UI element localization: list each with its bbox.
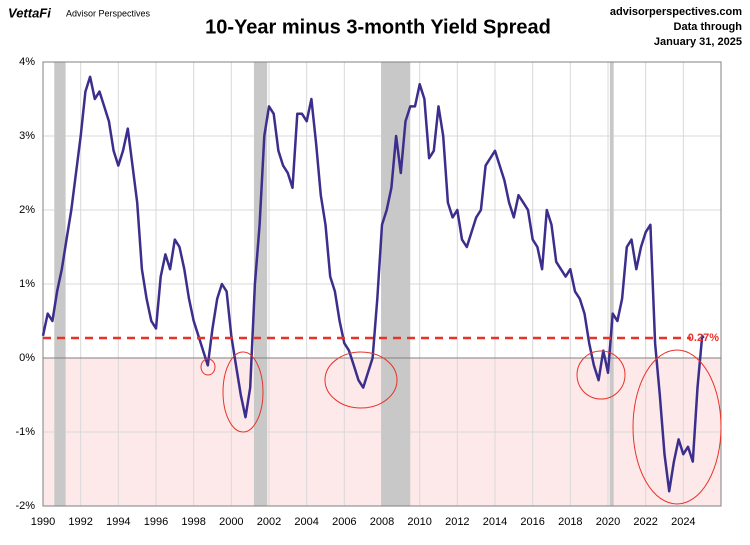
brand: VettaFi — [8, 5, 51, 20]
x-tick-label: 2018 — [558, 516, 582, 528]
x-tick-label: 1996 — [144, 516, 168, 528]
recession-band — [609, 62, 614, 506]
annotation-circle — [200, 358, 216, 376]
x-tick-label: 2014 — [483, 516, 507, 528]
x-tick-label: 2022 — [633, 516, 657, 528]
y-tick-label: 4% — [19, 56, 35, 68]
recession-band — [54, 62, 66, 506]
annotation-circle — [632, 349, 722, 505]
note: January 31, 2025 — [654, 36, 742, 48]
recession-band — [253, 62, 268, 506]
y-tick-label: 3% — [19, 130, 35, 142]
x-tick-label: 1994 — [106, 516, 130, 528]
x-tick-label: 2010 — [407, 516, 431, 528]
x-tick-label: 1992 — [68, 516, 92, 528]
series-line — [41, 75, 705, 493]
y-tick-label: 0% — [19, 352, 35, 364]
chart-title: 10-Year minus 3-month Yield Spread — [205, 16, 551, 38]
x-tick-label: 2024 — [671, 516, 695, 528]
y-tick-label: -1% — [15, 426, 35, 438]
annotation-circle — [222, 351, 264, 433]
x-tick-label: 2004 — [294, 516, 318, 528]
x-tick-label: 2000 — [219, 516, 243, 528]
reference-label: 0.27% — [688, 332, 719, 344]
x-tick-label: 2012 — [445, 516, 469, 528]
x-tick-label: 2020 — [596, 516, 620, 528]
plot-frame — [42, 61, 722, 507]
x-tick-label: 1990 — [31, 516, 55, 528]
x-tick-label: 2016 — [520, 516, 544, 528]
annotation-circle — [576, 350, 626, 400]
plot: -2% -1% 0% 1% 2% 3% 4% 1990 1992 1994 1996 1998 2000… — [15, 56, 722, 528]
y-tick-label: 1% — [19, 278, 35, 290]
note: Data through — [674, 21, 743, 33]
annotations — [200, 349, 722, 505]
source: advisorperspectives.com — [610, 6, 742, 18]
x-tick-label: 2002 — [257, 516, 281, 528]
x-tick-label: 2008 — [370, 516, 394, 528]
annotation-circle — [324, 351, 398, 409]
x-tick-label: 1998 — [181, 516, 205, 528]
y-tick-label: 2% — [19, 204, 35, 216]
x-tick-label: 2006 — [332, 516, 356, 528]
brand-sub: Advisor Perspectives — [66, 8, 151, 18]
y-tick-label: -2% — [15, 500, 35, 512]
